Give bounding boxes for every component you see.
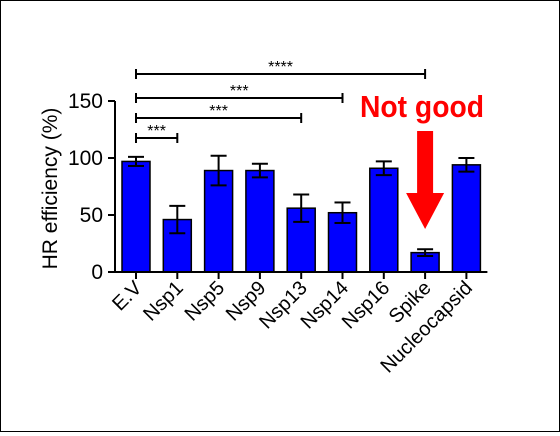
bar-nsp5 <box>203 169 234 273</box>
significance-label: *** <box>209 103 228 120</box>
y-tick-label: 0 <box>91 261 103 284</box>
significance-brackets: ************* <box>135 59 427 143</box>
significance-label: *** <box>147 123 166 140</box>
significance-label: *** <box>230 83 249 100</box>
x-tick-label: Nsp5 <box>181 277 230 326</box>
x-tick-labels-group: E.VNsp1Nsp5Nsp9Nsp13Nsp14Nsp16SpikeNucle… <box>108 272 477 377</box>
x-tick-label: Nsp16 <box>338 277 394 333</box>
not-good-annotation: Not good <box>360 89 484 229</box>
bar-nucleocapsid <box>451 164 482 273</box>
red-arrow-icon <box>406 131 445 229</box>
y-tick-label: 150 <box>68 90 103 113</box>
significance-label: **** <box>268 59 293 76</box>
annotation-text: Not good <box>360 89 484 124</box>
bar-e-v <box>121 160 151 273</box>
y-ticks-group: 0 50 100 150 <box>68 90 115 284</box>
y-tick-label: 100 <box>68 147 103 170</box>
x-tick-label: Nsp1 <box>139 277 188 326</box>
bar-nsp16 <box>369 167 399 273</box>
y-axis-label: HR efficiency (%) <box>39 108 62 270</box>
bar-nsp9 <box>245 169 275 273</box>
y-tick-label: 50 <box>80 204 103 227</box>
error-bars-group <box>128 154 475 258</box>
